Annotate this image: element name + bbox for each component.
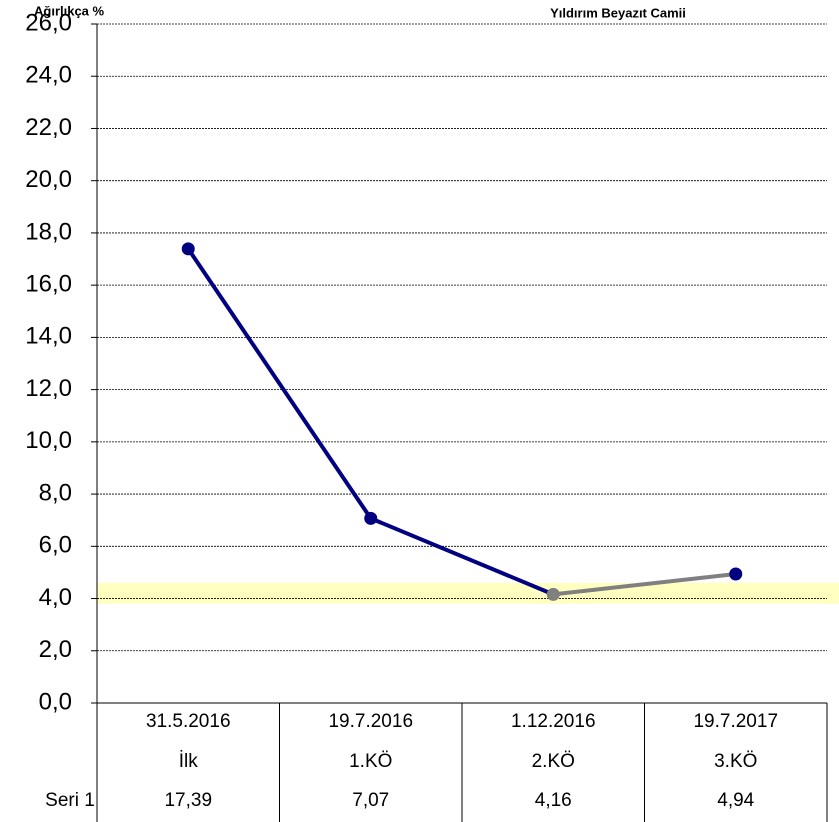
legend-label: Seri 1: [45, 790, 95, 811]
x-tick-label: 31.5.2016: [146, 711, 231, 732]
y-tick-label: 10,0: [25, 427, 72, 454]
x-tick-sublabel: 3.KÖ: [714, 751, 757, 772]
highlight-band: [97, 582, 839, 604]
line-segment: [553, 572, 736, 597]
y-tick-label: 4,0: [39, 584, 72, 611]
data-point: [546, 587, 560, 601]
y-tick-label: 20,0: [25, 166, 72, 193]
x-tick-label: 19.7.2016: [328, 711, 413, 732]
data-point: [364, 511, 378, 525]
y-tick-label: 14,0: [25, 323, 72, 350]
y-tick-label: 12,0: [25, 375, 72, 402]
x-tick-label: 1.12.2016: [511, 711, 596, 732]
y-tick-label: 2,0: [39, 636, 72, 663]
line-segment: [186, 247, 373, 520]
y-tick-label: 8,0: [39, 479, 72, 506]
data-label: 4,94: [717, 790, 754, 811]
x-tick-sublabel: 1.KÖ: [349, 751, 392, 772]
chart-title: Yıldırım Beyazıt Camii: [550, 5, 686, 20]
data-point: [729, 567, 743, 581]
y-axis-label: Ağırlıkça %: [34, 3, 105, 18]
data-label: 17,39: [164, 790, 212, 811]
x-tick-sublabel: İlk: [179, 751, 199, 772]
x-tick-sublabel: 2.KÖ: [532, 751, 575, 772]
y-tick-label: 6,0: [39, 532, 72, 559]
y-tick-label: 0,0: [39, 688, 72, 715]
x-tick-label: 19.7.2017: [693, 711, 778, 732]
y-tick-label: 16,0: [25, 270, 72, 297]
data-label: 7,07: [352, 790, 389, 811]
y-tick-label: 22,0: [25, 114, 72, 141]
line-segment: [369, 516, 555, 597]
y-tick-label: 26,0: [25, 9, 72, 36]
y-tick-label: 24,0: [25, 62, 72, 89]
y-tick-label: 18,0: [25, 218, 72, 245]
data-label: 4,16: [535, 790, 572, 811]
data-point: [181, 242, 195, 256]
